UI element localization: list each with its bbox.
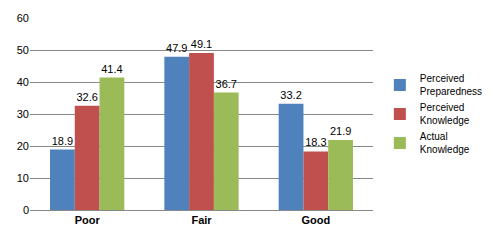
svg-text:PerceivedPreparedness: PerceivedPreparedness xyxy=(420,73,482,97)
svg-text:ActualKnowledge: ActualKnowledge xyxy=(420,131,470,155)
svg-text:20: 20 xyxy=(17,140,29,152)
svg-text:47.9: 47.9 xyxy=(166,42,187,54)
svg-text:18.9: 18.9 xyxy=(52,135,73,147)
svg-text:32.6: 32.6 xyxy=(76,91,97,103)
svg-text:10: 10 xyxy=(17,172,29,184)
svg-text:Good: Good xyxy=(301,214,330,226)
svg-text:0: 0 xyxy=(23,204,29,216)
svg-text:33.2: 33.2 xyxy=(280,89,301,101)
svg-text:60: 60 xyxy=(17,12,29,24)
svg-text:40: 40 xyxy=(17,76,29,88)
svg-text:21.9: 21.9 xyxy=(330,125,351,137)
svg-text:30: 30 xyxy=(17,108,29,120)
svg-text:PerceivedKnowledge: PerceivedKnowledge xyxy=(420,102,470,126)
svg-text:49.1: 49.1 xyxy=(191,38,212,50)
svg-text:41.4: 41.4 xyxy=(101,63,122,75)
svg-text:18.3: 18.3 xyxy=(305,136,326,148)
svg-text:36.7: 36.7 xyxy=(216,78,237,90)
svg-text:Poor: Poor xyxy=(75,214,101,226)
svg-text:50: 50 xyxy=(17,44,29,56)
svg-text:Fair: Fair xyxy=(191,214,212,226)
